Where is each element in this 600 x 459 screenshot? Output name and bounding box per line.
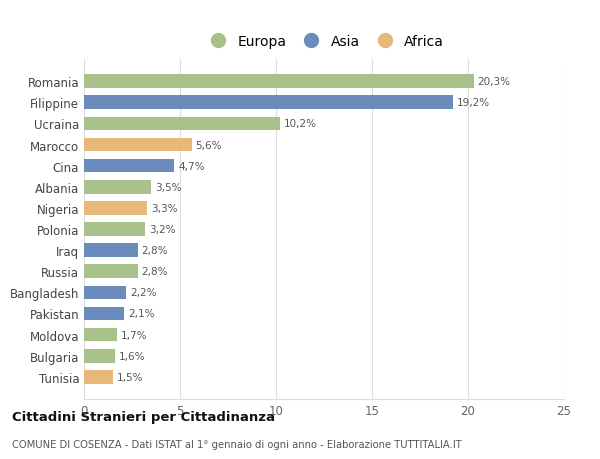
Bar [84,349,115,363]
Bar [84,180,151,194]
Bar [84,202,148,215]
Bar [84,117,280,131]
Text: 2,8%: 2,8% [142,267,168,277]
Text: 10,2%: 10,2% [284,119,317,129]
Text: 2,2%: 2,2% [130,288,157,298]
Bar [84,244,138,257]
Bar [84,370,113,384]
Text: 2,8%: 2,8% [142,246,168,256]
Text: 2,1%: 2,1% [128,309,155,319]
Text: Cittadini Stranieri per Cittadinanza: Cittadini Stranieri per Cittadinanza [12,410,275,423]
Bar [84,328,116,342]
Text: 20,3%: 20,3% [478,77,511,87]
Text: 4,7%: 4,7% [178,161,205,171]
Bar [84,96,452,110]
Text: 1,7%: 1,7% [121,330,147,340]
Text: 5,6%: 5,6% [196,140,222,150]
Text: 3,3%: 3,3% [151,203,178,213]
Bar [84,138,191,152]
Text: COMUNE DI COSENZA - Dati ISTAT al 1° gennaio di ogni anno - Elaborazione TUTTITA: COMUNE DI COSENZA - Dati ISTAT al 1° gen… [12,440,462,449]
Legend: Europa, Asia, Africa: Europa, Asia, Africa [197,28,451,56]
Text: 3,5%: 3,5% [155,182,182,192]
Text: 1,6%: 1,6% [119,351,145,361]
Text: 19,2%: 19,2% [457,98,490,108]
Bar [84,223,145,236]
Text: 1,5%: 1,5% [116,372,143,382]
Bar [84,307,124,321]
Text: 3,2%: 3,2% [149,224,176,235]
Bar [84,159,174,173]
Bar [84,75,474,89]
Bar [84,265,138,279]
Bar [84,286,126,300]
